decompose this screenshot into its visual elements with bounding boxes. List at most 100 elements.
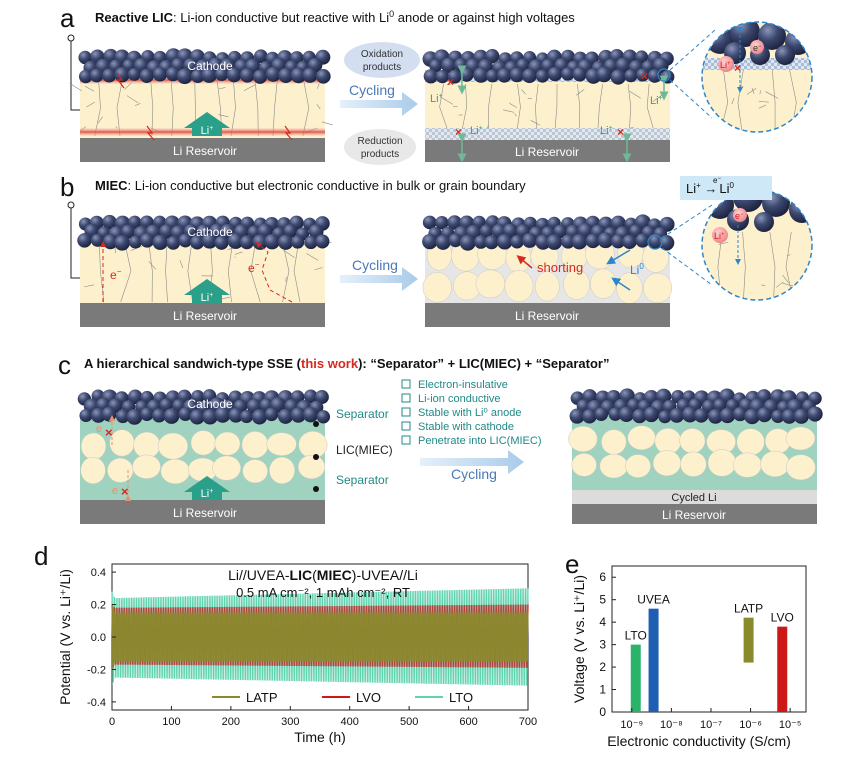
panel-letter-c: c [58,350,71,380]
panel-letter-a: a [60,3,75,33]
svg-text:×: × [455,125,462,139]
feature-checkbox [402,408,410,416]
x-tick-label: 0 [109,716,115,728]
x-tick-label: 200 [222,716,240,728]
panel-letter-e: e [565,549,579,579]
svg-text:×: × [734,61,741,75]
svg-text:×: × [617,125,624,139]
cathode-label-c: Cathode [187,397,233,411]
feature-item: Li-ion conductive [418,393,501,405]
panel-d: d 0 100 200 300 400 500 600 700 -0.4 -0.2 0.0 0.2 0.… [34,541,537,745]
x-tick-label-e: 10⁻⁹ [620,719,643,731]
y-axis-label: Potential (V vs. Li⁺/Li) [57,569,73,705]
reduction-label-1: Reduction [357,136,402,147]
y-tick-label-e: 1 [599,683,606,697]
panel-b-title: MIEC: Li-ion conductive but electronic c… [95,178,526,193]
x-tick-label: 100 [162,716,180,728]
y-tick-label: -0.2 [87,664,106,676]
y-tick-label-e: 0 [599,705,606,719]
panel-a-title-tail: anode or against high voltages [394,10,575,25]
bar-label-uvea: UVEA [637,593,670,607]
panel-b: b MIEC: Li-ion conductive but electronic… [60,172,815,327]
x-tick-label: 700 [519,716,537,728]
panel-letter-d: d [34,541,48,571]
cycling-label-b: Cycling [352,257,398,273]
bar-label-lto: LTO [625,629,647,643]
feature-item: Stable with cathode [418,421,514,433]
y-tick-label-e: 2 [599,660,606,674]
svg-text:×: × [447,75,454,89]
bar-uvea [649,609,659,712]
feature-checkbox [402,422,410,430]
feature-checkbox [402,380,410,388]
cycling-label-a: Cycling [349,82,395,98]
reduction-label-2: products [361,149,399,160]
cycling-label-c: Cycling [451,466,497,482]
x-axis-label: Time (h) [294,729,346,745]
bar-label-latp: LATP [734,602,763,616]
cell-c-right: Cycled Li Li Reservoir [569,388,823,524]
y-tick-label: 0.0 [91,632,106,644]
cell-b-right: Li Reservoir shorting Li0 [422,214,674,327]
bar-lto [631,645,641,712]
x-tick-label-e: 10⁻⁸ [660,719,683,731]
reservoir-label: Li Reservoir [173,144,237,158]
feature-item: Penetrate into LIC(MIEC) [418,435,542,447]
y-tick-label: 0.2 [91,600,106,612]
feature-checkbox [402,436,410,444]
x-tick-label: 300 [281,716,299,728]
zoom-a: e− Li+ × [670,17,815,135]
x-axis-label-e: Electronic conductivity (S/cm) [607,733,791,749]
feature-checkbox [402,394,410,402]
feature-item: Stable with Li⁰ anode [418,407,521,419]
panel-c-title: A hierarchical sandwich-type SSE (this w… [84,356,609,371]
bar-lvo [777,627,787,712]
reservoir-label-b-right: Li Reservoir [515,309,579,323]
svg-text:×: × [105,425,113,440]
legend-label-latp: LATP [246,690,278,705]
cell-a-left: Cathode Li Reservoir Li+ [70,48,333,162]
cell-c-left: Cathode Li Reservoir Li+ × e × e [78,389,330,524]
x-tick-label: 500 [400,716,418,728]
bar-label-lvo: LVO [771,611,794,625]
series-band-latp [112,605,528,670]
y-tick-label-e: 5 [599,593,606,607]
oxidation-label-2: products [363,62,401,73]
panel-c: c A hierarchical sandwich-type SSE (this… [58,350,823,524]
cell-a-right: Li Reservoir ×× ×× Li+ Li+ Li+ Li+ [423,49,675,162]
x-tick-label-e: 10⁻⁶ [739,719,762,731]
cycled-li-label: Cycled Li [671,492,716,504]
svg-text:×: × [121,484,129,499]
electron-label-c1: e [96,423,102,435]
x-tick-label: 600 [459,716,477,728]
legend-label-lto: LTO [449,690,473,705]
separator-top-label: Separator [336,407,389,421]
svg-text:×: × [641,69,648,83]
bar-latp [744,618,754,663]
y-tick-label: 0.4 [91,567,106,579]
cathode-label-b: Cathode [187,225,233,239]
middle-label: LIC(MIEC) [336,443,393,457]
y-tick-label-e: 3 [599,638,606,652]
reservoir-label-b: Li Reservoir [173,309,237,323]
reaction-equation: Li+ →Li0 [686,181,735,196]
feature-list: Electron-insulative Li-ion conductive Stab… [402,379,542,447]
reservoir-label-a-right: Li Reservoir [515,145,579,159]
chart-d-condition: 0.5 mA cm⁻², 1 mAh cm⁻², RT [236,585,410,600]
y-tick-label: -0.4 [87,697,106,709]
feature-item: Electron-insulative [418,379,508,391]
oxidation-label-1: Oxidation [361,49,403,60]
x-tick-label: 400 [341,716,359,728]
panel-letter-b: b [60,172,74,202]
reservoir-label-c-right: Li Reservoir [662,508,726,522]
cell-b-left: Cathode Li Reservoir Li+ e− e− [77,215,331,327]
x-tick-label-e: 10⁻⁷ [700,719,722,731]
electron-label-c2: e [112,485,118,497]
chart-d-annotation: Li//UVEA-LIC(MIEC)-UVEA//Li [228,567,418,583]
panel-a-title-rest: : Li-ion conductive but reactive with Li [173,10,389,25]
legend-label-lvo: LVO [356,690,381,705]
reservoir-label-c: Li Reservoir [173,506,237,520]
